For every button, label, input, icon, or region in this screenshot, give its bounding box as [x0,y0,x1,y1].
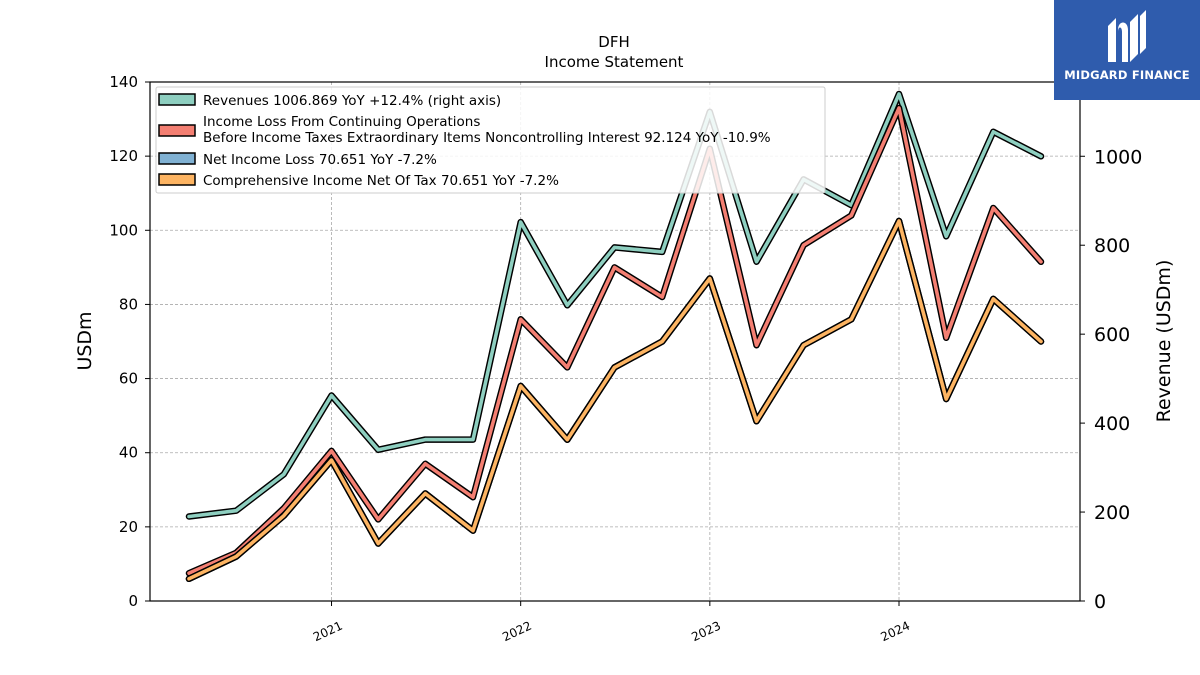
y-tick-label: 20 [119,518,138,536]
x-tick-label: 2021 [311,619,345,645]
x-tick-label: 2023 [689,619,723,645]
chart-title: DFH [598,33,629,51]
legend-label-net-income: Net Income Loss 70.651 YoY -7.2% [203,152,437,168]
legend-box [155,86,826,194]
y-right-tick-label: 1000 [1094,146,1142,168]
series-line-0 [187,92,1043,519]
series-lines [185,90,1045,583]
x-tick-label: 2024 [879,619,913,645]
legend-swatch-net-income [158,152,196,165]
y-tick-label: 0 [128,592,138,610]
legend-label-comprehensive-income: Comprehensive Income Net Of Tax 70.651 Y… [203,173,559,189]
y-right-tick-label: 800 [1094,235,1130,257]
series-line-1 [187,106,1043,576]
y-tick-label: 140 [109,73,138,91]
midgard-logo-mark-icon [1108,10,1146,62]
legend-swatch-revenues [158,93,196,106]
x-tick-label: 2022 [500,619,534,645]
plot-frame [149,81,1081,602]
legend-label-revenues: Revenues 1006.869 YoY +12.4% (right axis… [203,93,501,109]
y-right-tick-label: 0 [1094,591,1106,613]
legend-label-income-loss-line1: Income Loss From Continuing Operations [203,114,480,130]
y-tick-label: 60 [119,370,138,388]
legend: Revenues 1006.869 YoY +12.4% (right axis… [155,86,826,194]
y-right-tick-label: 400 [1094,413,1130,435]
y-tick-label: 80 [119,295,138,313]
chart-subtitle: Income Statement [545,53,684,71]
y-right-tick-label: 600 [1094,324,1130,346]
legend-swatch-comprehensive-income [158,173,196,186]
legend-label-income-loss-line2: Before Income Taxes Extraordinary Items … [203,130,771,146]
midgard-finance-logo: MIDGARD FINANCE [1054,0,1200,100]
y-tick-label: 120 [109,147,138,165]
legend-swatch-income-loss [158,124,196,137]
y-right-tick-label: 200 [1094,502,1130,524]
y-tick-label: 40 [119,444,138,462]
y-axis-label-right: Revenue (USDm) [1153,260,1175,423]
series-line-3 [187,219,1043,581]
y-tick-label: 100 [109,221,138,239]
logo-text: MIDGARD FINANCE [1064,68,1190,82]
y-axis-label-left: USDm [74,311,96,370]
axis-ticks: 0 20 40 60 80 100 120 140 0 200 400 600 800 1000 2021 2… [109,73,1142,644]
